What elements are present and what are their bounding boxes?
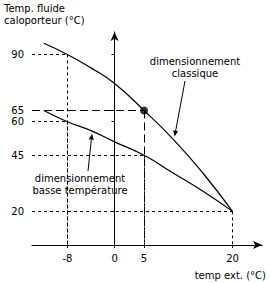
svg-text:temp ext. (°C): temp ext. (°C) bbox=[195, 270, 266, 281]
svg-text:dimensionnement: dimensionnement bbox=[35, 173, 126, 184]
svg-text:classique: classique bbox=[172, 68, 218, 79]
svg-text:basse température: basse température bbox=[32, 185, 127, 196]
svg-text:90: 90 bbox=[11, 49, 24, 60]
svg-text:dimensionnement: dimensionnement bbox=[150, 56, 241, 67]
svg-text:0: 0 bbox=[111, 253, 117, 264]
svg-text:65: 65 bbox=[11, 105, 24, 116]
svg-text:20: 20 bbox=[11, 206, 24, 217]
svg-text:Temp. fluide: Temp. fluide bbox=[3, 3, 65, 14]
svg-text:caloporteur (°C): caloporteur (°C) bbox=[4, 15, 85, 26]
svg-text:5: 5 bbox=[141, 253, 147, 264]
svg-text:-8: -8 bbox=[62, 253, 72, 264]
svg-text:45: 45 bbox=[11, 150, 24, 161]
svg-text:20: 20 bbox=[226, 253, 239, 264]
svg-text:60: 60 bbox=[11, 116, 24, 127]
